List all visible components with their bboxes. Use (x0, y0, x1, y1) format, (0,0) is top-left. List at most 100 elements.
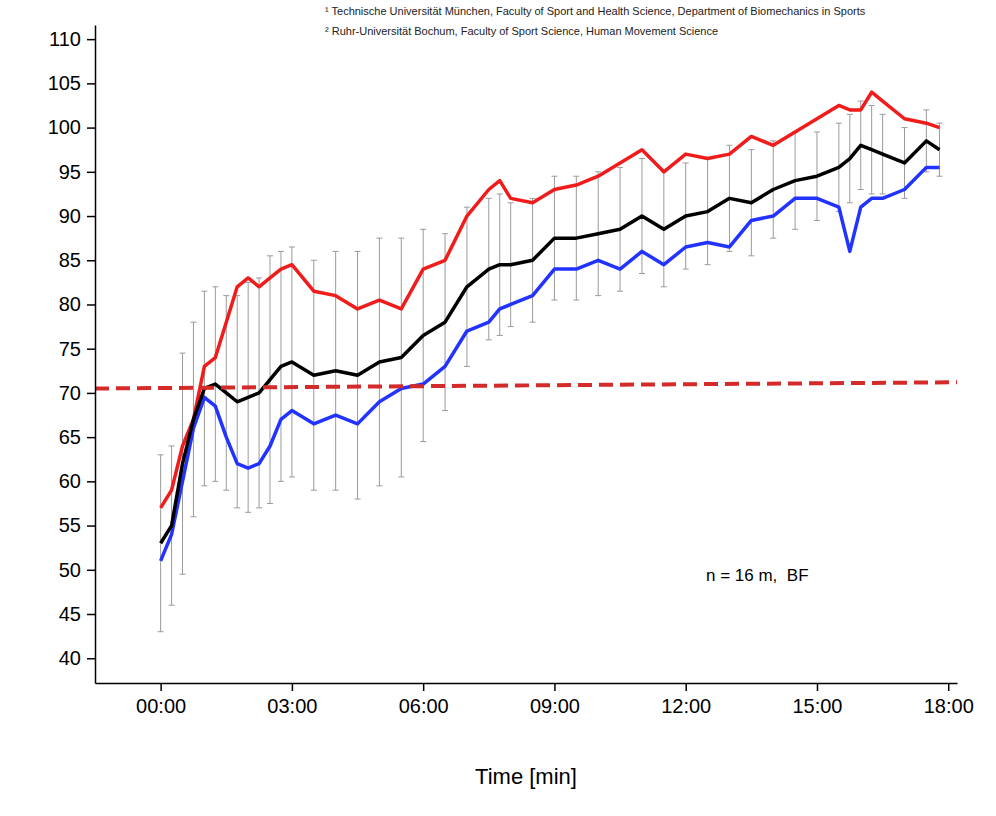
error-bar-cap (508, 326, 514, 327)
tick-mark (87, 172, 95, 174)
error-bar-cap (617, 167, 623, 168)
error-bar-cap (836, 123, 842, 124)
tick-mark (87, 525, 95, 527)
error-bar-cap (486, 339, 492, 340)
error-bar-cap (595, 295, 601, 296)
error-bar-cap (289, 476, 295, 477)
error-bar-cap (847, 202, 853, 203)
error-bar-cap (530, 322, 536, 323)
error-bar-cap (333, 490, 339, 491)
series-line (161, 141, 940, 543)
tick-label: 85 (59, 249, 81, 271)
tick: 70 (59, 382, 95, 404)
series-line (161, 92, 940, 508)
tick-label: 40 (59, 647, 81, 669)
error-bar-cap (936, 176, 942, 177)
error-bar-cap (508, 202, 514, 203)
error-bar-cap (617, 291, 623, 292)
series-line (161, 167, 940, 561)
error-bar-cap (245, 282, 251, 283)
tick-label: 55 (59, 514, 81, 536)
tick-mark (87, 437, 95, 439)
error-bar-cap (180, 353, 186, 354)
error-bar-cap (245, 512, 251, 513)
tick: 40 (59, 647, 95, 669)
tick-mark (87, 570, 95, 572)
error-bar-cap (223, 295, 229, 296)
error-bar-cap (869, 105, 875, 106)
error-bar-cap (901, 127, 907, 128)
error-bar-cap (661, 286, 667, 287)
error-bar-cap (748, 149, 754, 150)
error-bar-cap (486, 198, 492, 199)
tick-label: 95 (59, 161, 81, 183)
reference-line (95, 382, 957, 388)
error-bar-cap (858, 101, 864, 102)
tick-label: 15:00 (792, 695, 842, 717)
chart: 00:0003:0006:0009:0012:0015:0018:0040455… (0, 0, 996, 816)
error-bar-cap (190, 322, 196, 323)
error-bar-cap (726, 251, 732, 252)
tick-label: 70 (59, 382, 81, 404)
error-bar-cap (420, 441, 426, 442)
error-bar-cap (398, 238, 404, 239)
tick: 95 (59, 161, 95, 183)
tick: 55 (59, 514, 95, 536)
error-bar-cap (705, 264, 711, 265)
error-bar-cap (158, 454, 164, 455)
tick-label: 90 (59, 205, 81, 227)
tick: 03:00 (267, 683, 317, 717)
header-note: ² Ruhr-Universität Bochum, Faculty of Sp… (325, 25, 718, 37)
error-bar-cap (847, 114, 853, 115)
error-bar-cap (355, 251, 361, 252)
tick: 75 (59, 338, 95, 360)
error-bar-cap (573, 300, 579, 301)
tick-label: 50 (59, 559, 81, 581)
header-note: ¹ Technische Universität München, Facult… (325, 5, 866, 17)
error-bar-cap (376, 485, 382, 486)
tick: 65 (59, 426, 95, 448)
tick-mark (948, 683, 950, 691)
tick-label: 03:00 (267, 695, 317, 717)
x-axis-title: Time [min] (475, 764, 577, 789)
tick-mark (160, 683, 162, 691)
error-bar-cap (234, 507, 240, 508)
x-axis-line (96, 683, 958, 685)
tick-mark (817, 683, 819, 691)
error-bar-cap (573, 176, 579, 177)
tick-label: 110 (49, 28, 81, 50)
tick: 80 (59, 293, 95, 315)
tick-label: 100 (48, 116, 81, 138)
error-bar-cap (278, 251, 284, 252)
annotation: n = 16 m, BF (694, 558, 821, 593)
error-bar-cap (464, 207, 470, 208)
error-bar-cap (683, 162, 689, 163)
tick: 00:00 (136, 683, 186, 717)
error-bar-cap (201, 485, 207, 486)
error-bar-cap (595, 171, 601, 172)
error-bar-cap (639, 158, 645, 159)
error-bar-cap (683, 269, 689, 270)
error-bar-cap (551, 300, 557, 301)
tick-label: 80 (59, 293, 81, 315)
annotation-box (694, 558, 821, 593)
error-bar-cap (792, 229, 798, 230)
error-bar-cap (212, 286, 218, 287)
tick: 100 (48, 116, 95, 138)
error-bar-cap (355, 499, 361, 500)
error-bar-cap (551, 176, 557, 177)
tick-mark (87, 39, 95, 41)
error-bar-cap (901, 198, 907, 199)
error-bar-cap (169, 605, 175, 606)
error-bar-cap (278, 481, 284, 482)
error-bar-cap (770, 238, 776, 239)
y-axis-line (95, 26, 97, 684)
error-bar-cap (923, 109, 929, 110)
header-notes: ¹ Technische Universität München, Facult… (325, 5, 866, 37)
tick-mark (423, 683, 425, 691)
tick: 12:00 (661, 683, 711, 717)
error-bar-cap (333, 251, 339, 252)
error-bar-cap (158, 631, 164, 632)
tick: 50 (59, 559, 95, 581)
tick-mark (685, 683, 687, 691)
